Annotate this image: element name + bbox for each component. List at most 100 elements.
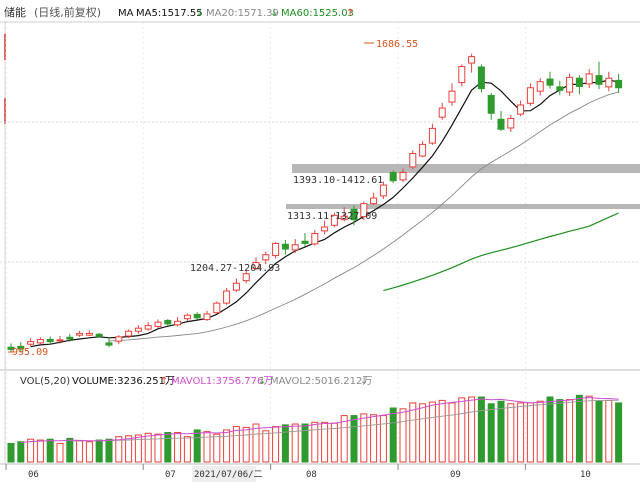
candle-body [605,77,613,88]
candle-body [350,208,358,221]
candle-body [497,118,505,130]
volume-bar [85,441,93,463]
mavol2-line [69,399,619,442]
candle-body [468,56,476,64]
volume-bar [311,421,319,463]
volume-bar [164,431,172,463]
candle-body [330,214,338,226]
volume-bar [370,414,378,463]
candle-body [487,95,495,114]
volume-bar [203,431,211,463]
x-tick-label: 09 [450,470,461,480]
gap-label-2: 1313.11-1327.09 [287,211,377,222]
candle-body [340,215,348,221]
candle-body [223,290,231,304]
volume-bar [438,399,446,463]
candle-body [419,143,427,157]
volume-bar [477,396,485,463]
x-tick-label: 2021/07/06/二 [194,470,263,480]
candle-body [27,341,35,345]
volume-bar [105,438,113,463]
mavol2-arrow: ↓ [360,376,368,387]
mavol1-arrow: ↓ [258,376,266,387]
volume-bar [507,403,515,463]
chart-mode: (日线,前复权) [34,5,101,19]
volume-bar [389,407,397,463]
ma20-legend: MA20:1571.39 [206,8,279,19]
volume-bar [546,396,554,463]
candle-body [56,339,64,342]
candle-body [409,152,417,168]
ma-label: MA [118,8,134,19]
volume-bar [95,439,103,463]
volume-bar [458,397,466,463]
volume-bar [428,401,436,463]
volume-bar [223,429,231,463]
volume-bar [174,431,182,463]
vol-label: VOL(5,20) [20,376,70,387]
candle-body [438,107,446,118]
volume-bar [281,424,289,463]
x-tick-label: 06 [28,470,39,480]
volume-bar [585,395,593,463]
price-annotations: 1686.55 995.09 1393.10-1412.61 1313.11-1… [8,39,418,358]
volume-bar [183,436,191,463]
volume-bar [487,403,495,463]
volume-bar [350,415,358,463]
volume-bar [262,430,270,463]
volume-bar [7,442,15,463]
ma60-legend: MA60:1525.03 [281,8,354,19]
candle-body [174,320,182,326]
volume-bar [517,402,525,463]
volume-series [7,394,623,463]
ma60-arrow: ↑ [346,8,354,19]
candle-body [36,338,44,344]
volume-bar [17,441,25,463]
candle-body [546,78,554,86]
volume-bar [605,399,613,463]
volume-bar [556,399,564,463]
volume-arrow: ↑ [160,376,168,387]
volume-bar [27,438,35,463]
candle-body [203,313,211,321]
chart-frame [0,21,640,470]
volume-bar [575,394,583,463]
date-highlight [192,466,256,482]
candle-body [76,332,84,336]
volume-bar [409,402,417,463]
candle-body [301,240,309,244]
volume-bar [144,432,152,463]
gap-band-lower [286,204,640,209]
candle-body [311,232,319,245]
volume-bar [595,400,603,463]
candle-body [17,345,25,350]
volume-bar [56,442,64,463]
mavol1-line [20,396,619,444]
volume-bar [536,400,544,463]
volume-bar [213,433,221,463]
volume-bar [291,423,299,463]
candle-body [291,244,299,251]
candle-body [477,66,485,90]
candle-body [134,327,142,332]
x-tick-label: 08 [306,470,317,480]
candle-body [193,313,201,319]
low-label: 995.09 [12,347,48,358]
candle-body [242,273,250,282]
volume-bar [360,413,368,463]
x-tick-label: 10 [580,470,591,480]
volume-bar [193,429,201,463]
volume-bar [66,437,74,463]
candle-body [575,77,583,87]
volume-bar [272,426,280,463]
volume-bar [379,415,387,463]
candle-body [272,242,280,257]
candle-body [428,127,436,144]
candle-body [399,172,407,181]
candle-body [360,203,368,218]
volume-bar [242,426,250,463]
candle-body [458,66,466,84]
candle-body [213,302,221,314]
